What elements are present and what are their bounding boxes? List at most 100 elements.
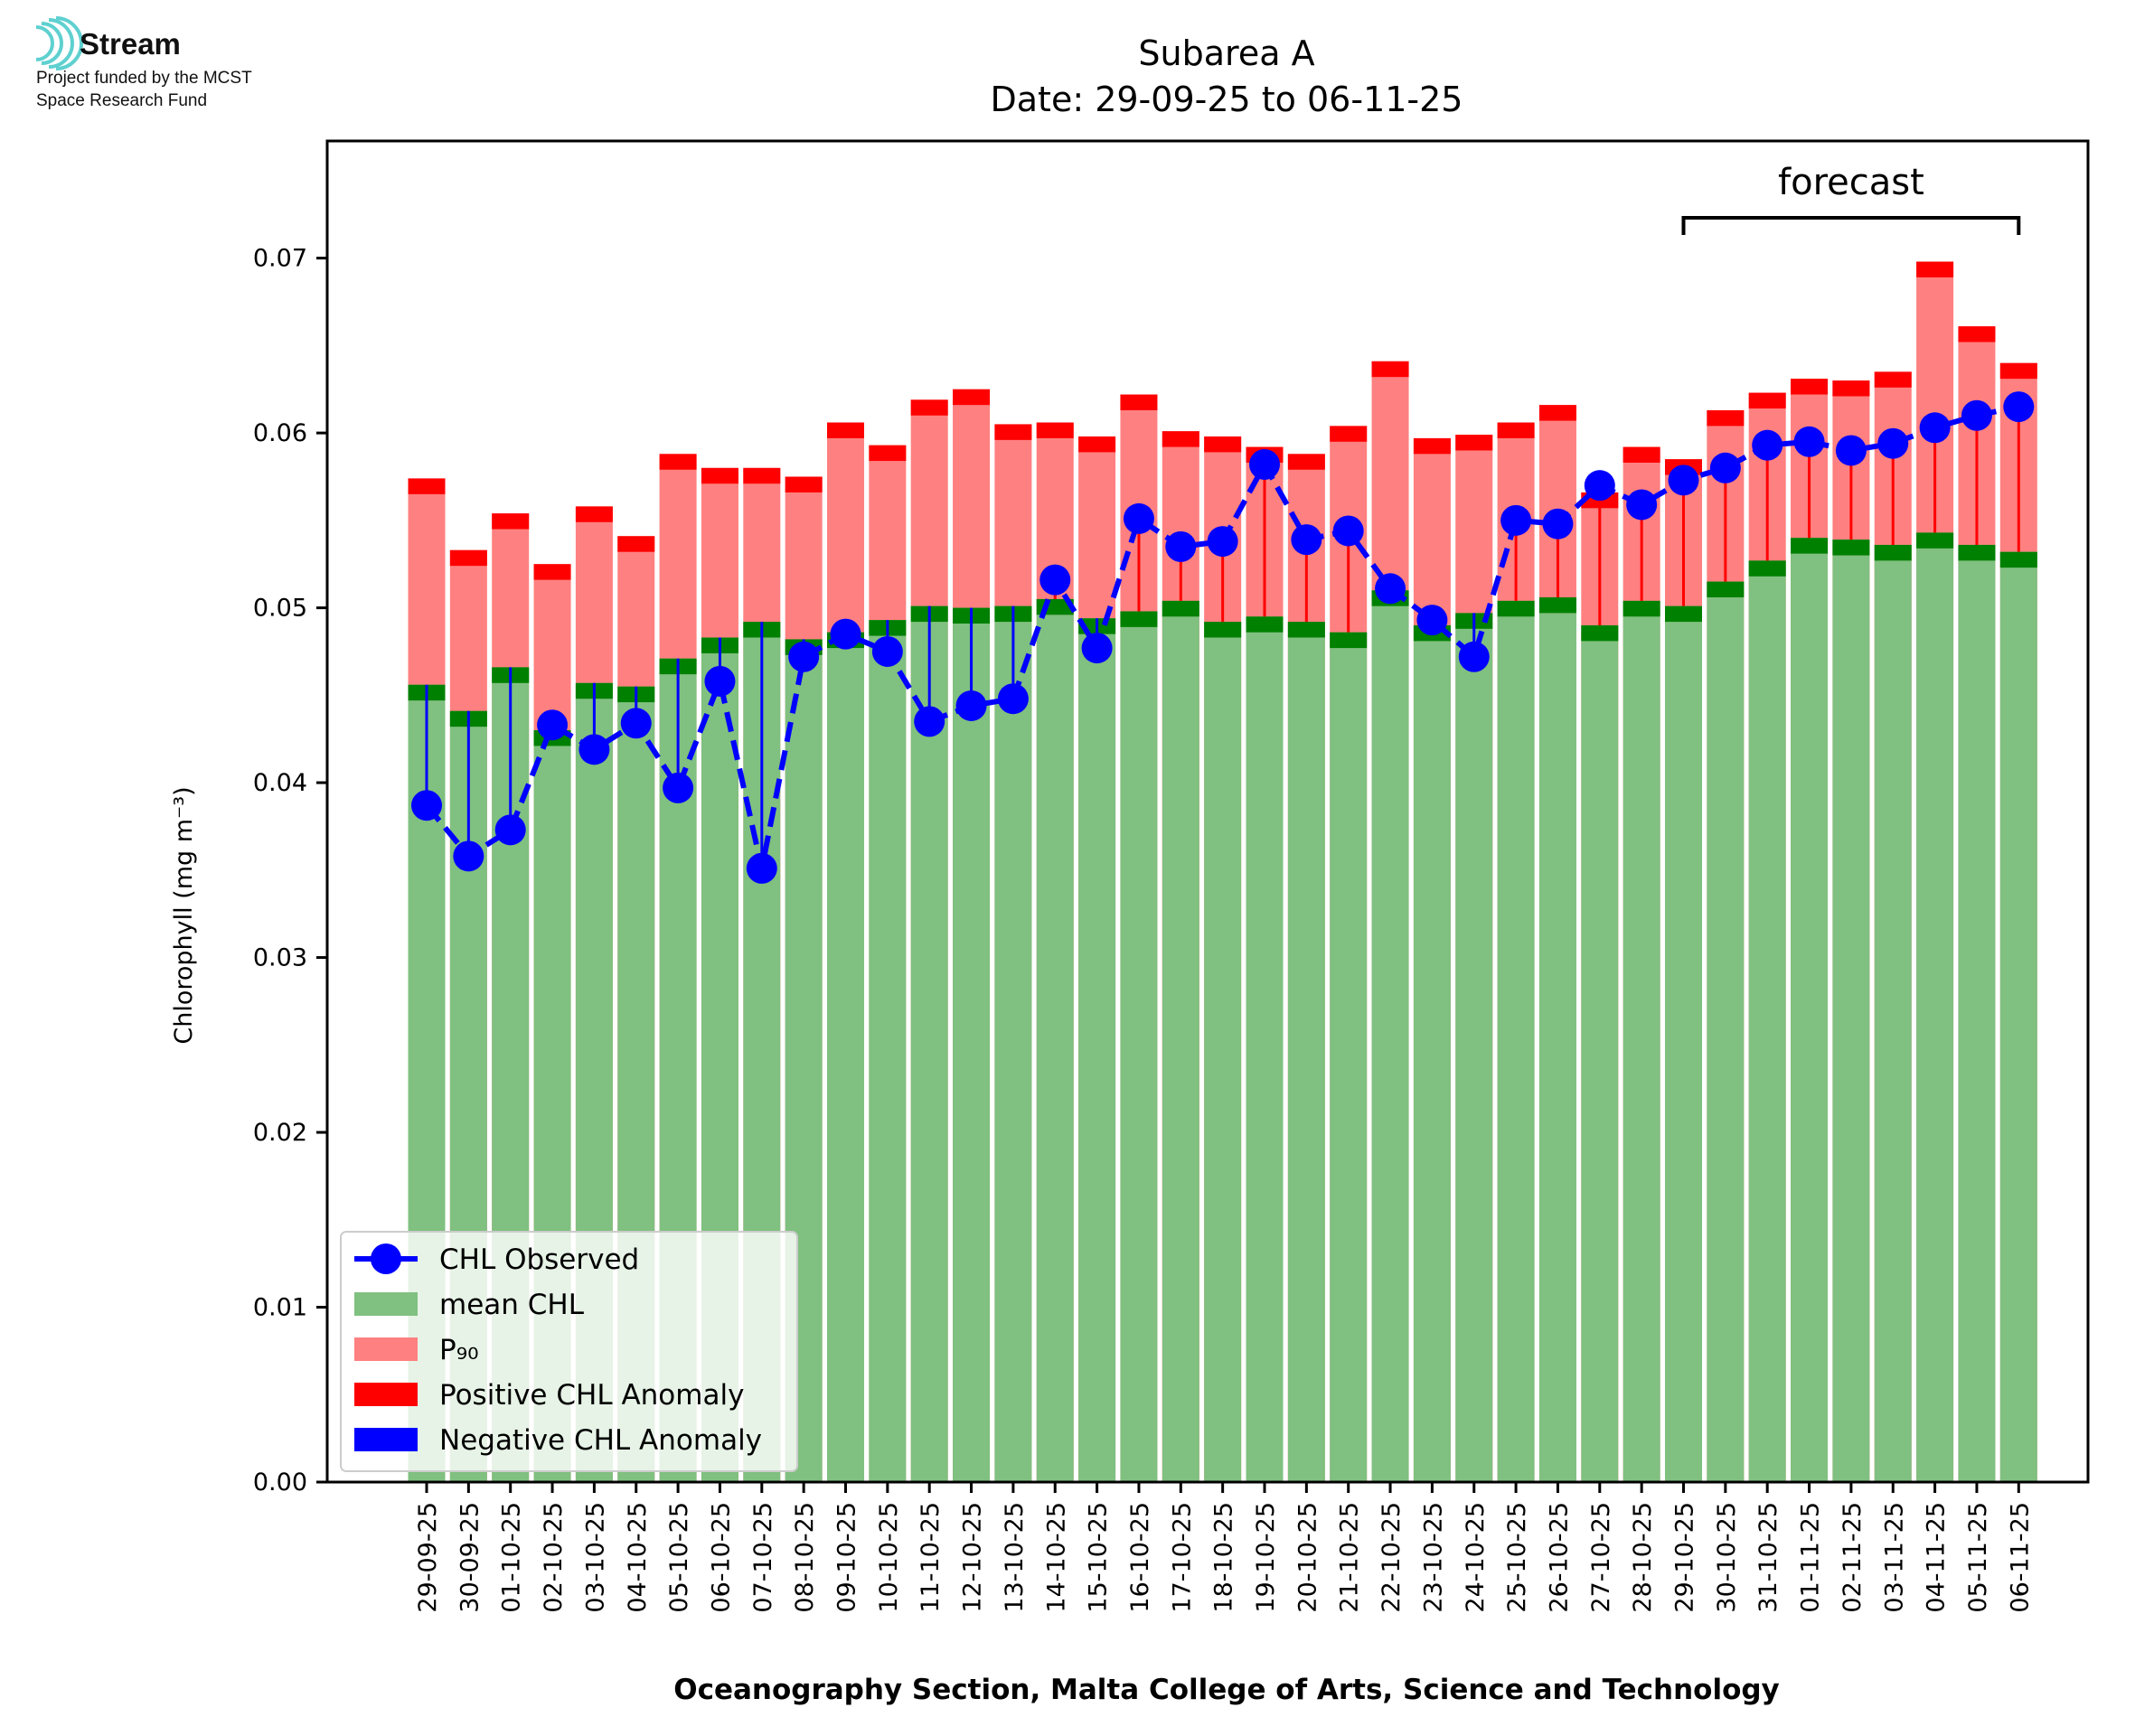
mean-top-band bbox=[1958, 544, 1996, 561]
observed-point bbox=[578, 734, 610, 765]
mean-bar bbox=[1916, 532, 1954, 1482]
mean-bar bbox=[1832, 540, 1870, 1482]
observed-point bbox=[620, 708, 652, 739]
plot-frame bbox=[325, 139, 2090, 1484]
p90-top-band bbox=[1538, 405, 1576, 421]
y-tick-label: 0.04 bbox=[253, 769, 307, 797]
x-tick-label: 31-10-25 bbox=[1754, 1502, 1782, 1613]
x-tick-label: 12-10-25 bbox=[959, 1502, 987, 1613]
mean-bar bbox=[1958, 544, 1996, 1482]
x-tick-label: 25-10-25 bbox=[1503, 1502, 1531, 1613]
x-tick-label: 21-10-25 bbox=[1336, 1502, 1364, 1613]
observed-point bbox=[830, 618, 861, 650]
mean-top-band bbox=[1330, 632, 1368, 649]
observed-point bbox=[1542, 508, 1574, 540]
p90-top-band bbox=[533, 564, 571, 580]
observed-point bbox=[1123, 502, 1154, 534]
mean-bar bbox=[869, 620, 907, 1482]
mean-top-band bbox=[1916, 532, 1954, 549]
y-tick-label: 0.03 bbox=[253, 944, 307, 972]
x-tick-label: 11-10-25 bbox=[917, 1502, 945, 1613]
mean-top-band bbox=[1748, 560, 1786, 577]
mean-top-band bbox=[1581, 624, 1619, 642]
mean-top-band bbox=[1999, 551, 2037, 568]
x-tick-label: 05-11-25 bbox=[1964, 1502, 1992, 1613]
p90-top-band bbox=[617, 536, 655, 552]
y-tick-label: 0.02 bbox=[253, 1119, 307, 1147]
p90-top-band bbox=[1791, 379, 1829, 395]
observed-point bbox=[453, 840, 484, 872]
mean-top-band bbox=[1874, 544, 1912, 561]
observed-point bbox=[1668, 464, 1699, 496]
observed-point bbox=[1752, 429, 1783, 461]
p90-top-band bbox=[869, 445, 907, 462]
p90-top-band bbox=[1371, 361, 1409, 378]
mean-bar bbox=[1497, 600, 1535, 1482]
mean-bar bbox=[1581, 624, 1619, 1482]
observed-point bbox=[997, 683, 1029, 715]
mean-bar bbox=[1204, 622, 1242, 1482]
mean-bar bbox=[1999, 551, 2037, 1482]
mean-bar bbox=[1538, 596, 1576, 1482]
observed-point bbox=[1375, 573, 1406, 605]
observed-point bbox=[537, 709, 569, 741]
mean-bar bbox=[994, 605, 1032, 1482]
x-tick-label: 23-10-25 bbox=[1419, 1502, 1447, 1613]
x-tick-label: 17-10-25 bbox=[1168, 1502, 1196, 1613]
legend-swatch-patch bbox=[354, 1383, 418, 1406]
observed-point bbox=[1081, 633, 1113, 664]
observed-point bbox=[704, 665, 736, 697]
observed-point bbox=[1165, 530, 1197, 562]
p90-top-band bbox=[1078, 436, 1116, 453]
x-tick-label: 05-10-25 bbox=[665, 1502, 693, 1613]
mean-top-band bbox=[1623, 600, 1660, 617]
mean-bar bbox=[827, 632, 864, 1482]
mean-top-band bbox=[1162, 600, 1199, 617]
x-tick-label: 01-11-25 bbox=[1797, 1502, 1825, 1613]
x-tick-label: 27-10-25 bbox=[1587, 1502, 1615, 1613]
x-tick-label: 18-10-25 bbox=[1210, 1502, 1238, 1613]
mean-bar bbox=[1874, 544, 1912, 1482]
observed-point bbox=[1416, 605, 1448, 636]
forecast-label: forecast bbox=[1778, 162, 1924, 203]
p90-top-band bbox=[1958, 326, 1996, 343]
legend-label: Positive CHL Anomaly bbox=[439, 1379, 744, 1412]
y-axis-label: Chlorophyll (mg m⁻³) bbox=[170, 786, 198, 1044]
legend-label: CHL Observed bbox=[439, 1243, 639, 1276]
observed-point bbox=[788, 641, 820, 672]
mean-bar bbox=[953, 607, 991, 1482]
mean-bar bbox=[1413, 624, 1451, 1482]
observed-point bbox=[1626, 489, 1658, 521]
mean-bar bbox=[1665, 605, 1702, 1482]
x-tick-label: 26-10-25 bbox=[1545, 1502, 1573, 1613]
mean-top-band bbox=[1538, 596, 1576, 614]
p90-top-band bbox=[1455, 435, 1493, 451]
mean-top-band bbox=[1832, 540, 1870, 556]
logo-brand: Stream bbox=[80, 27, 181, 61]
stream-logo: Stream Project funded by the MCST Space … bbox=[35, 16, 252, 110]
observed-point bbox=[1291, 524, 1322, 556]
observed-point bbox=[1458, 641, 1490, 672]
observed-point bbox=[494, 814, 526, 846]
observed-point bbox=[1207, 526, 1238, 558]
mean-top-band bbox=[1707, 581, 1745, 597]
observed-point bbox=[1835, 435, 1867, 466]
y-tick-label: 0.01 bbox=[253, 1294, 307, 1322]
mean-bar bbox=[1748, 560, 1786, 1482]
p90-top-band bbox=[1204, 436, 1242, 453]
x-tick-label: 22-10-25 bbox=[1378, 1502, 1406, 1613]
observed-point bbox=[411, 790, 442, 821]
bars-layer bbox=[408, 261, 2037, 1483]
axes-layer: 0.00 0.01 0.02 0.03 0.04 0.05 0.06 0.07 29-09-25… bbox=[253, 139, 2090, 1613]
observed-point bbox=[1039, 564, 1071, 596]
observed-line-layer bbox=[411, 391, 2035, 884]
observed-point bbox=[1500, 504, 1532, 536]
mean-top-band bbox=[1665, 605, 1702, 623]
observed-point bbox=[1249, 448, 1280, 480]
forecast-annotation: forecast bbox=[1681, 162, 2021, 235]
observed-point bbox=[871, 635, 903, 667]
mean-bar bbox=[1371, 590, 1409, 1482]
x-tick-label: 30-10-25 bbox=[1713, 1502, 1741, 1613]
legend-swatch-patch bbox=[354, 1428, 418, 1451]
